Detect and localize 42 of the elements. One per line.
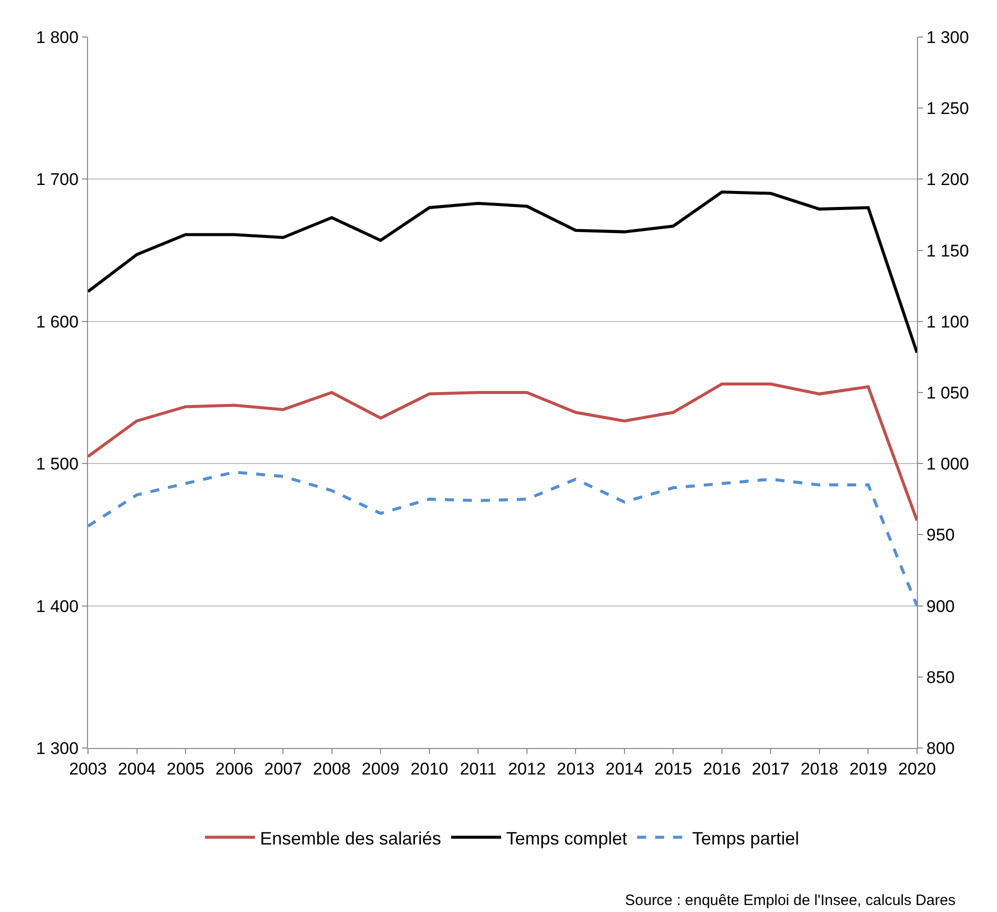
- y2-tick-label: 900: [926, 596, 955, 616]
- y-tick-label: 1 700: [36, 170, 79, 190]
- x-tick-label: 2004: [118, 759, 156, 778]
- y2-tick-label: 1 250: [926, 99, 969, 118]
- x-tick-label: 2006: [215, 759, 254, 778]
- y2-tick-label: 1 050: [926, 383, 969, 402]
- y-tick-label: 1 400: [36, 596, 79, 616]
- x-tick-label: 2009: [362, 759, 400, 778]
- y-tick-label: 1 600: [36, 312, 79, 332]
- y2-tick-label: 1 300: [926, 28, 969, 47]
- y2-tick-label: 1 100: [926, 312, 969, 332]
- y-tick-label: 1 500: [36, 454, 79, 474]
- y-tick-label: 1 300: [36, 738, 79, 758]
- legend-label: Temps complet: [506, 828, 628, 848]
- y2-tick-label: 1 000: [926, 454, 969, 474]
- x-tick-label: 2005: [166, 759, 204, 778]
- line-series: [88, 382, 917, 522]
- source-note: Source : enquête Emploi de l'Insee, calculs Dares: [625, 892, 956, 909]
- x-tick-label: 2019: [849, 759, 888, 778]
- y2-tick-label: 800: [926, 738, 955, 758]
- x-tick-label: 2016: [703, 759, 741, 778]
- legend-label: Temps partiel: [692, 828, 800, 848]
- legend-label: Ensemble des salariés: [260, 828, 442, 848]
- x-tick-label: 2003: [69, 759, 107, 778]
- x-tick-label: 2007: [264, 759, 302, 778]
- x-tick-label: 2012: [508, 759, 546, 778]
- x-tick-label: 2010: [410, 759, 448, 778]
- line-series: [88, 470, 917, 608]
- x-tick-label: 2020: [898, 759, 936, 778]
- x-tick-label: 2015: [654, 759, 692, 778]
- y-tick-label: 1 800: [36, 28, 79, 47]
- y2-tick-label: 950: [926, 526, 955, 545]
- x-tick-label: 2018: [800, 759, 838, 778]
- y2-tick-label: 1 200: [926, 170, 969, 190]
- x-tick-label: 2011: [460, 759, 496, 778]
- line-series: [88, 190, 917, 354]
- y2-tick-label: 850: [926, 668, 955, 687]
- x-tick-label: 2013: [556, 759, 595, 778]
- x-tick-label: 2008: [312, 759, 351, 778]
- x-tick-label: 2017: [752, 759, 790, 778]
- y2-tick-label: 1 150: [926, 241, 969, 260]
- x-tick-label: 2014: [605, 759, 644, 778]
